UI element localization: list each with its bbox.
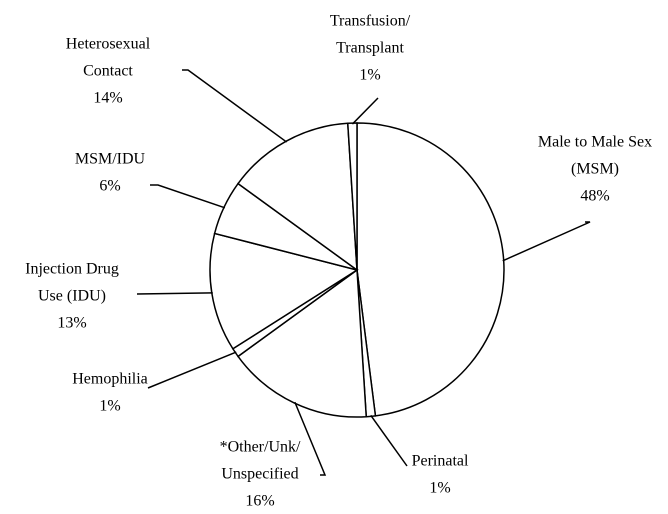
leader-line — [351, 97, 379, 125]
slice-label: Contact — [83, 63, 133, 80]
slice-label: (MSM) — [571, 161, 619, 178]
value-label: 6% — [99, 178, 120, 195]
leader-line — [502, 221, 591, 262]
value-label: 1% — [429, 480, 450, 497]
value-label: 13% — [57, 315, 86, 332]
value-label: 16% — [245, 493, 274, 510]
value-label: 1% — [359, 67, 380, 84]
leader-line — [294, 401, 327, 476]
pie-slice — [356, 122, 505, 417]
slice-label: MSM/IDU — [75, 151, 146, 168]
value-label: 14% — [93, 90, 122, 107]
leader-line — [136, 292, 213, 295]
slice-label: Perinatal — [412, 453, 469, 470]
slice-label: Heterosexual — [66, 36, 151, 53]
slice-label: Injection Drug — [25, 261, 119, 278]
slice-label: Transfusion/ — [330, 13, 411, 30]
slice-label: *Other/Unk/ — [220, 439, 301, 456]
slice-label: Hemophilia — [72, 371, 148, 388]
leader-line — [150, 184, 226, 209]
slice-label: Unspecified — [221, 466, 298, 483]
leader-line — [370, 414, 408, 467]
value-label: 48% — [580, 188, 609, 205]
slice-label: Male to Male Sex — [538, 134, 652, 151]
leader-line — [182, 69, 288, 143]
slice-label: Use (IDU) — [38, 288, 106, 305]
value-label: 1% — [99, 398, 120, 415]
slice-label: Transplant — [336, 40, 404, 57]
leader-line — [147, 351, 237, 389]
